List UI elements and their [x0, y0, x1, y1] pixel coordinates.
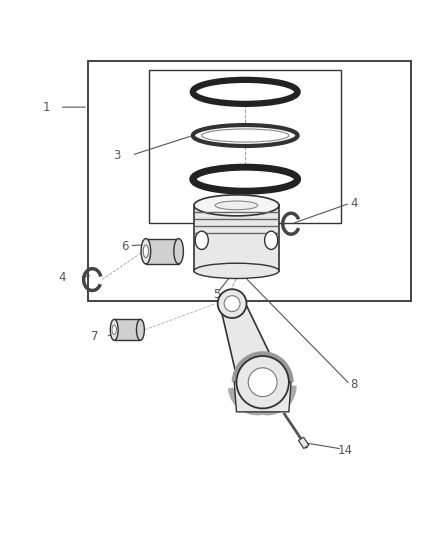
Ellipse shape	[265, 231, 278, 249]
Bar	[149, 70, 341, 223]
Ellipse shape	[194, 263, 279, 279]
Ellipse shape	[174, 239, 184, 264]
Bar	[114, 319, 141, 340]
Text: 9: 9	[259, 398, 266, 410]
Polygon shape	[298, 437, 309, 448]
Circle shape	[248, 368, 277, 397]
Ellipse shape	[215, 201, 258, 210]
Ellipse shape	[112, 325, 117, 335]
Polygon shape	[221, 300, 278, 385]
Bar	[88, 61, 411, 302]
Ellipse shape	[195, 231, 208, 249]
Ellipse shape	[110, 319, 118, 340]
Text: 4: 4	[350, 197, 358, 209]
Circle shape	[218, 289, 247, 318]
Ellipse shape	[141, 239, 151, 264]
Circle shape	[237, 356, 289, 408]
Text: 5: 5	[213, 288, 220, 301]
Text: 8: 8	[351, 378, 358, 391]
Text: 4: 4	[58, 271, 66, 284]
Polygon shape	[234, 382, 291, 412]
Text: 7: 7	[91, 330, 98, 343]
Bar	[194, 205, 279, 271]
Text: 3: 3	[113, 149, 120, 161]
Text: 1: 1	[43, 101, 50, 114]
Ellipse shape	[137, 319, 145, 340]
Ellipse shape	[143, 245, 148, 257]
Circle shape	[224, 296, 240, 311]
Bar	[146, 239, 179, 264]
Text: 14: 14	[338, 444, 353, 457]
Ellipse shape	[194, 195, 279, 216]
Text: 6: 6	[121, 240, 129, 253]
